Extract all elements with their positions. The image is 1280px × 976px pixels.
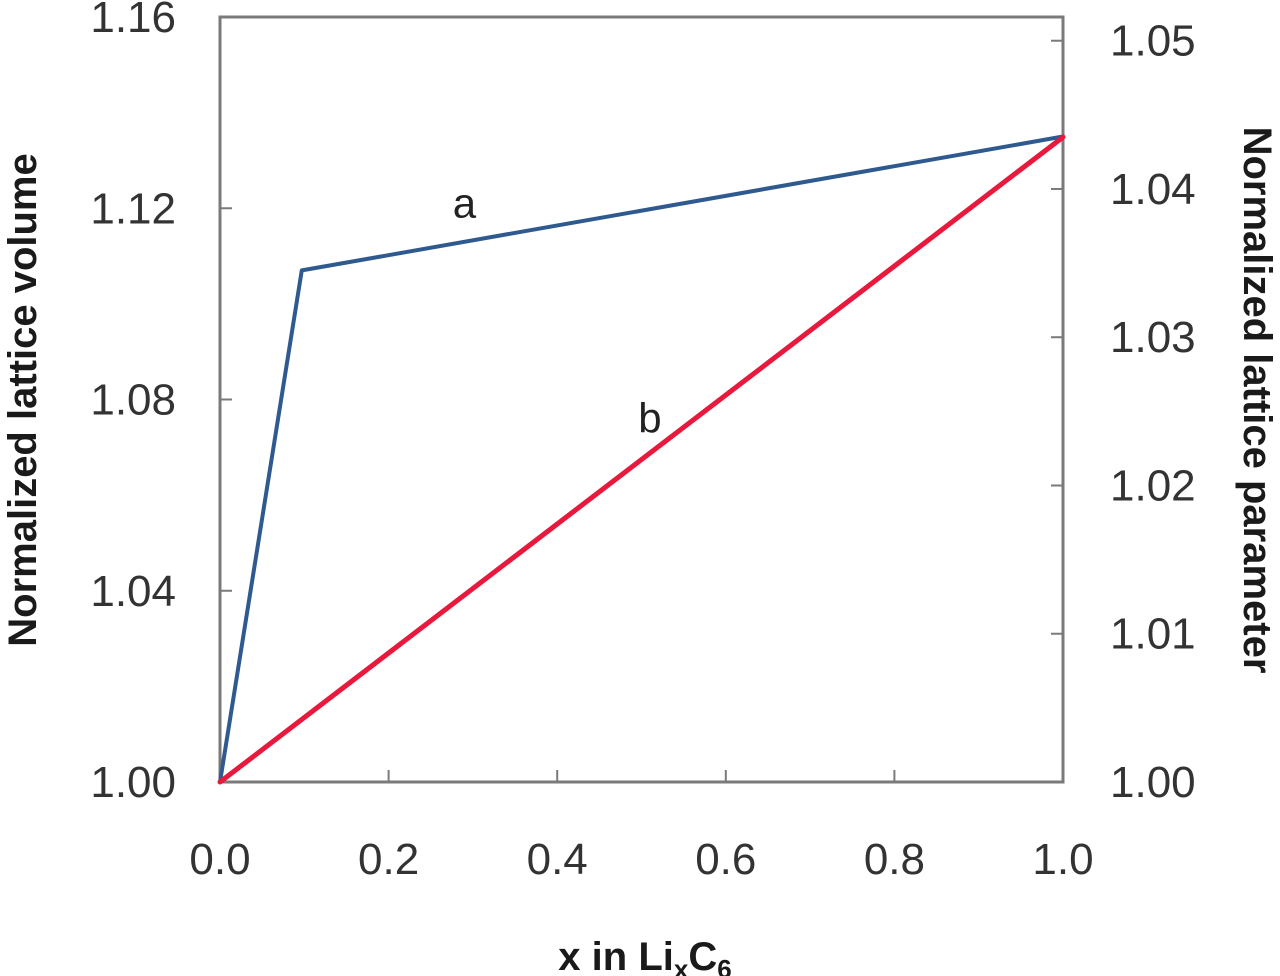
y-right-tick-label: 1.00 [1110,758,1196,807]
x-tick-label: 0.6 [695,835,756,884]
y-left-tick-label: 1.16 [90,0,176,42]
x-axis-title: x in LixC6 [558,935,731,976]
series-line-a [218,134,1065,784]
y-right-axis-title: Normalized lattice parameter [1235,127,1279,674]
x-axis-title-main: x in Li [558,935,674,976]
series-group [217,134,1066,785]
x-axis-title-c: C [688,935,717,976]
x-tick-label: 0.0 [189,835,250,884]
y-right-tick-label: 1.04 [1110,165,1196,214]
y-left-tick-label: 1.04 [90,567,176,616]
x-tick-label: 0.4 [527,835,588,884]
y-left-tick-label: 1.00 [90,758,176,807]
x-tick-label: 0.2 [358,835,419,884]
y-left-axis-title: Normalized lattice volume [1,153,45,646]
y-right-tick-label: 1.01 [1110,610,1196,659]
y-left-tick-label: 1.12 [90,184,176,233]
x-tick-label: 1.0 [1032,835,1093,884]
y-right-tick-label: 1.03 [1110,313,1196,362]
y-right-tick-label: 1.02 [1110,461,1196,510]
x-axis-title-sub-6: 6 [717,954,731,976]
axis-ticks [220,39,1063,782]
tick-labels: 0.0 0.2 0.4 0.6 0.8 1.0 1.00 1.04 1.08 1.12 1.16 1.… [90,0,1195,884]
y-left-tick-label: 1.08 [90,376,176,425]
series-line-b [217,134,1066,785]
x-axis-title-sub-x: x [674,954,689,976]
series-label-b: b [638,395,661,442]
x-tick-label: 0.8 [864,835,925,884]
y-right-tick-label: 1.05 [1110,17,1196,66]
series-label-a: a [453,179,477,226]
